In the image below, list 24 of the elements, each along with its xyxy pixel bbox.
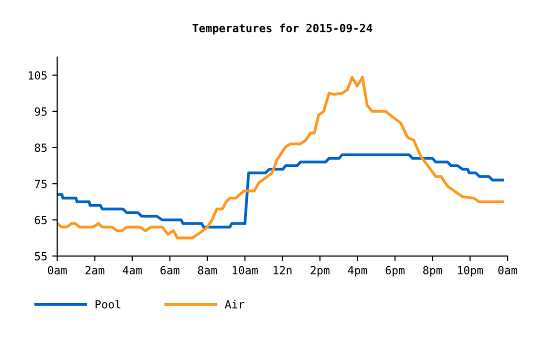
y-tick-label: 95 — [34, 107, 47, 116]
y-tick-label: 65 — [34, 216, 47, 224]
line-series — [57, 153, 504, 228]
y-tick-label: 75 — [34, 180, 47, 188]
legend-label: Air — [224, 300, 244, 308]
x-tick-label: 2pm — [310, 266, 330, 277]
x-tick-label: 10am — [232, 266, 258, 274]
line-series — [57, 76, 504, 240]
x-tick-label: 12n — [274, 266, 292, 274]
x-tick-label: 8am — [198, 266, 217, 274]
y-tick-label: 85 — [34, 144, 47, 152]
x-tick-label: 0am — [498, 266, 518, 274]
x-tick-label: 2am — [86, 266, 104, 274]
x-tick-label: 8pm — [423, 266, 442, 277]
x-tick-label: 4pm — [348, 266, 367, 277]
x-tick-label: 4am — [122, 266, 142, 274]
x-tick-label: 6pm — [386, 266, 405, 277]
x-tick-label: 10pm — [458, 266, 483, 277]
x-tick-label: 6am — [160, 266, 180, 274]
y-tick-label: 105 — [28, 71, 47, 80]
legend-label: Pool — [96, 300, 120, 308]
chart-title: Temperatures for 2015-09-24 — [192, 24, 372, 34]
x-tick-label: 0am — [48, 266, 67, 274]
y-tick-label: 55 — [34, 252, 47, 260]
